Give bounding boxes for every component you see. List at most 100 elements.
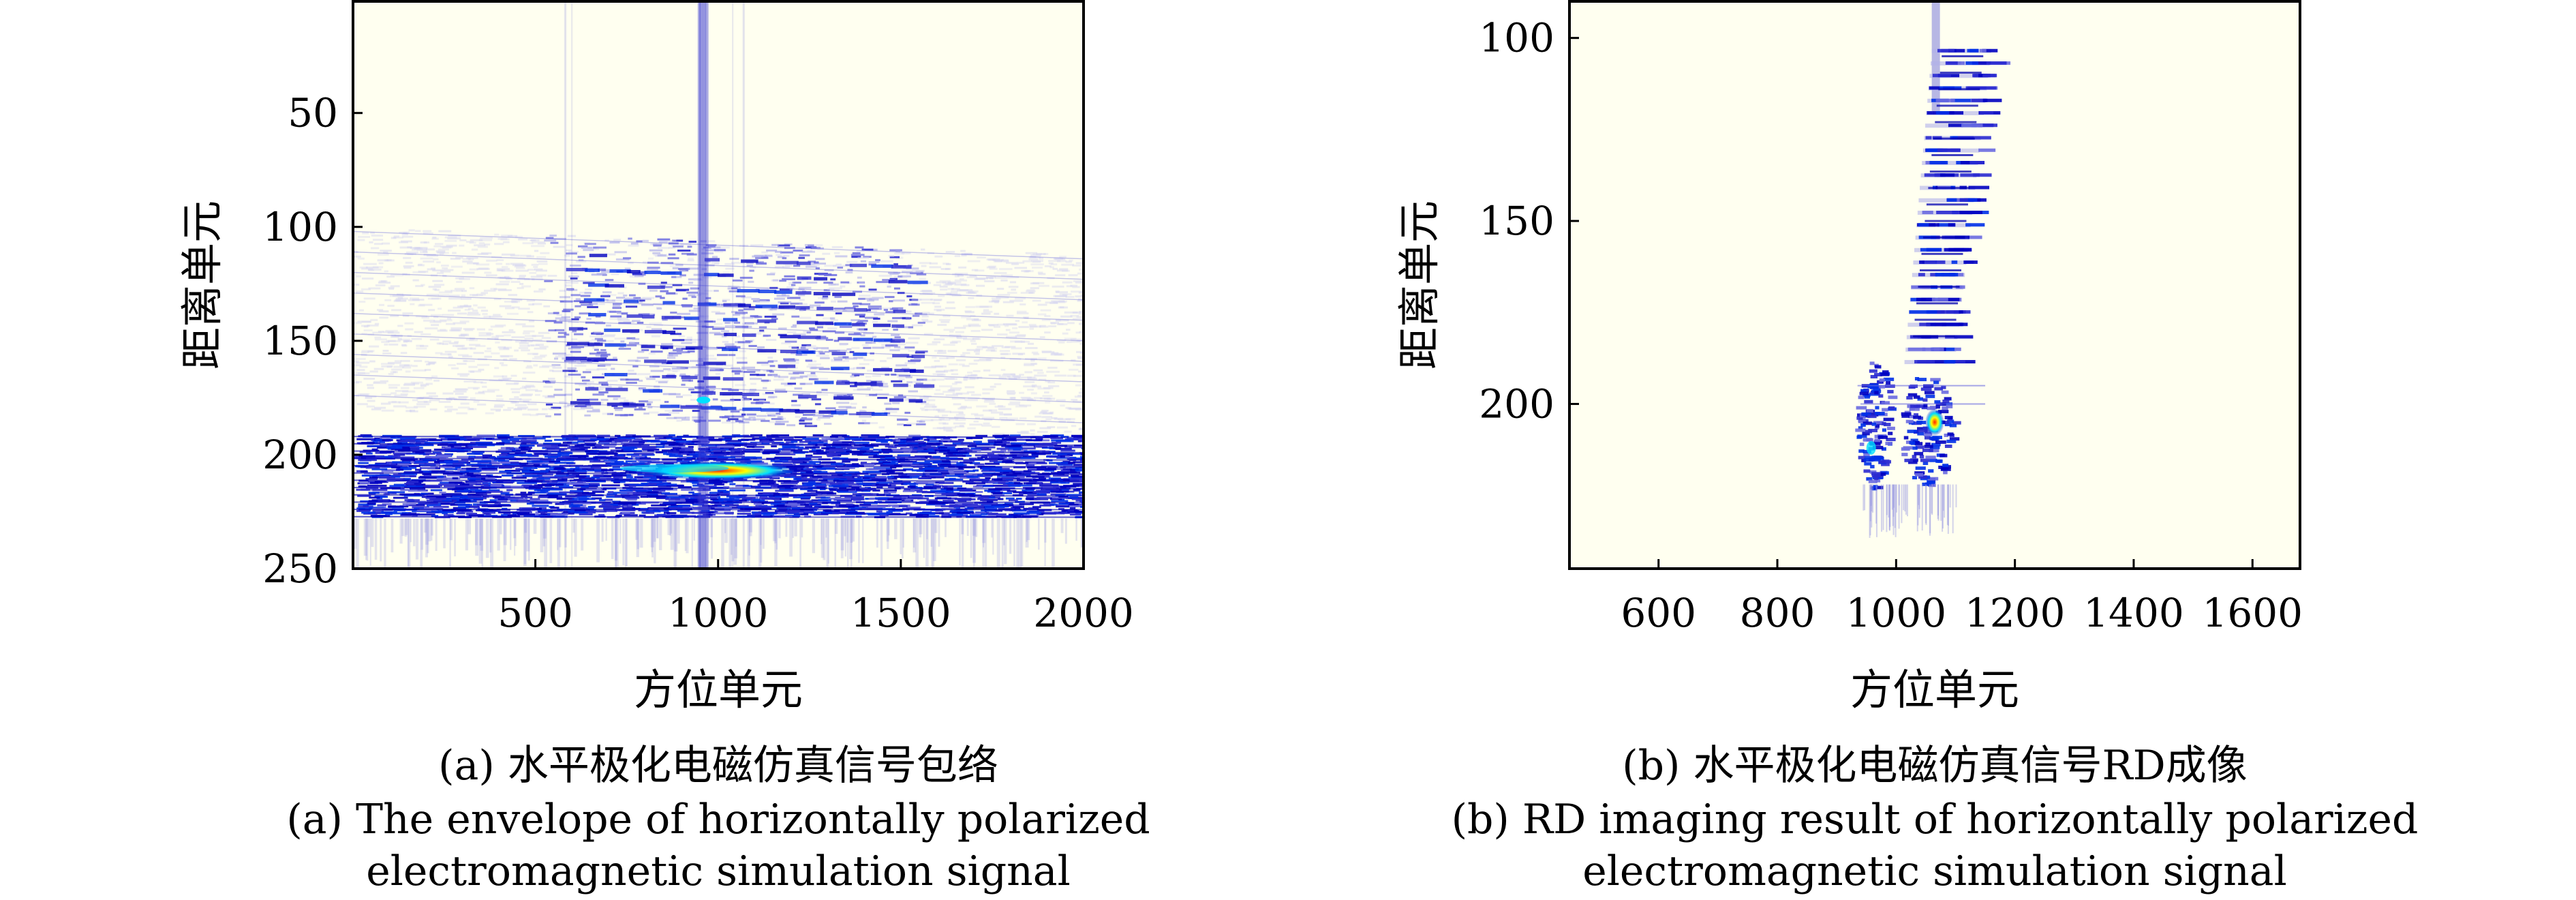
band-cell <box>921 491 942 494</box>
band-cell <box>497 498 512 501</box>
speckle-cell <box>1045 418 1052 421</box>
speckle-cell <box>925 404 936 406</box>
speckle-cell <box>766 249 778 252</box>
pattern-cell <box>568 327 583 331</box>
speckle-cell <box>863 346 872 349</box>
speckle-cell <box>1065 295 1075 298</box>
speckle-cell <box>581 246 593 249</box>
speckle-cell <box>359 266 368 269</box>
speckle-cell <box>1049 359 1064 362</box>
speckle-cell <box>824 423 832 425</box>
speckle-cell <box>955 425 965 428</box>
speckle-cell <box>398 401 409 404</box>
speckle-cell <box>853 389 861 391</box>
speckle-cell <box>981 417 995 419</box>
speckle-cell <box>666 292 678 295</box>
band-cell <box>1039 484 1059 487</box>
speckle-cell <box>495 335 504 338</box>
speckle-cell <box>645 376 652 379</box>
speckle-cell <box>1024 380 1035 383</box>
band-cell <box>857 453 878 456</box>
speckle-cell <box>814 262 827 265</box>
speckle-cell <box>570 350 581 353</box>
speckle-cell <box>989 277 994 280</box>
speckle-cell <box>397 338 402 340</box>
band-cell <box>810 492 822 495</box>
band-cell <box>984 490 1000 492</box>
speckle-cell <box>859 363 870 365</box>
speckle-cell <box>1031 384 1037 387</box>
speckle-cell <box>514 349 519 352</box>
speckle-cell <box>942 426 956 429</box>
speckle-cell <box>566 249 572 252</box>
band-cell <box>692 481 699 484</box>
speckle-cell <box>982 388 994 391</box>
pattern-cell <box>814 277 828 281</box>
band-cell <box>1071 498 1084 500</box>
speckle-cell <box>801 250 816 253</box>
speckle-cell <box>438 291 453 294</box>
band-cell <box>681 488 693 491</box>
speckle-cell <box>973 350 981 353</box>
band-cell <box>776 453 796 455</box>
band-cell <box>887 484 896 487</box>
speckle-cell <box>731 287 738 290</box>
band-cell <box>806 454 813 457</box>
speckle-cell <box>1027 342 1034 345</box>
speckle-cell <box>774 423 785 425</box>
band-cell <box>1060 449 1075 452</box>
speckle-cell <box>988 374 1001 376</box>
speckle-cell <box>813 261 819 264</box>
speckle-cell <box>815 393 829 396</box>
speckle-cell <box>833 308 846 310</box>
pattern-cell <box>871 264 893 268</box>
speckle-cell <box>582 371 592 374</box>
band-cell <box>890 440 896 442</box>
speckle-cell <box>354 284 360 286</box>
speckle-cell <box>387 361 401 364</box>
speckle-cell <box>1044 331 1051 334</box>
speckle-cell <box>1006 391 1016 394</box>
band-cell <box>704 482 714 485</box>
speckle-cell <box>839 343 848 346</box>
speckle-cell <box>1028 256 1041 259</box>
speckle-cell <box>932 356 937 359</box>
speckle-cell <box>750 339 754 342</box>
speckle-cell <box>514 396 519 399</box>
band-cell <box>666 512 677 515</box>
speckle-cell <box>986 266 996 269</box>
pattern-cell <box>795 291 812 295</box>
speckle-cell <box>1062 294 1068 297</box>
band-cell <box>899 497 917 500</box>
pattern-cell <box>566 267 588 271</box>
speckle-cell <box>509 358 517 361</box>
speckle-cell <box>983 369 991 372</box>
band-cell <box>825 510 840 513</box>
speckle-cell <box>518 238 528 241</box>
speckle-cell <box>846 260 858 263</box>
speckle-cell <box>588 303 598 305</box>
speckle-cell <box>392 295 405 297</box>
speckle-cell <box>446 244 457 247</box>
speckle-cell <box>589 335 602 338</box>
speckle-cell <box>906 267 919 270</box>
band-cell <box>545 492 559 494</box>
speckle-cell <box>613 357 617 359</box>
pattern-cell <box>798 395 817 399</box>
speckle-cell <box>908 390 918 393</box>
speckle-cell <box>535 390 542 393</box>
speckle-cell <box>920 419 934 421</box>
speckle-cell <box>1030 363 1037 365</box>
band-cell <box>1036 482 1043 485</box>
speckle-cell <box>517 287 524 290</box>
speckle-cell <box>641 349 649 352</box>
speckle-cell <box>763 334 771 337</box>
speckle-cell <box>737 341 751 344</box>
band-cell <box>821 502 828 505</box>
band-cell <box>524 462 545 465</box>
speckle-cell <box>386 275 395 278</box>
speckle-cell <box>660 262 674 265</box>
speckle-cell <box>432 280 443 282</box>
speckle-cell <box>359 393 369 396</box>
speckle-cell <box>516 267 525 269</box>
